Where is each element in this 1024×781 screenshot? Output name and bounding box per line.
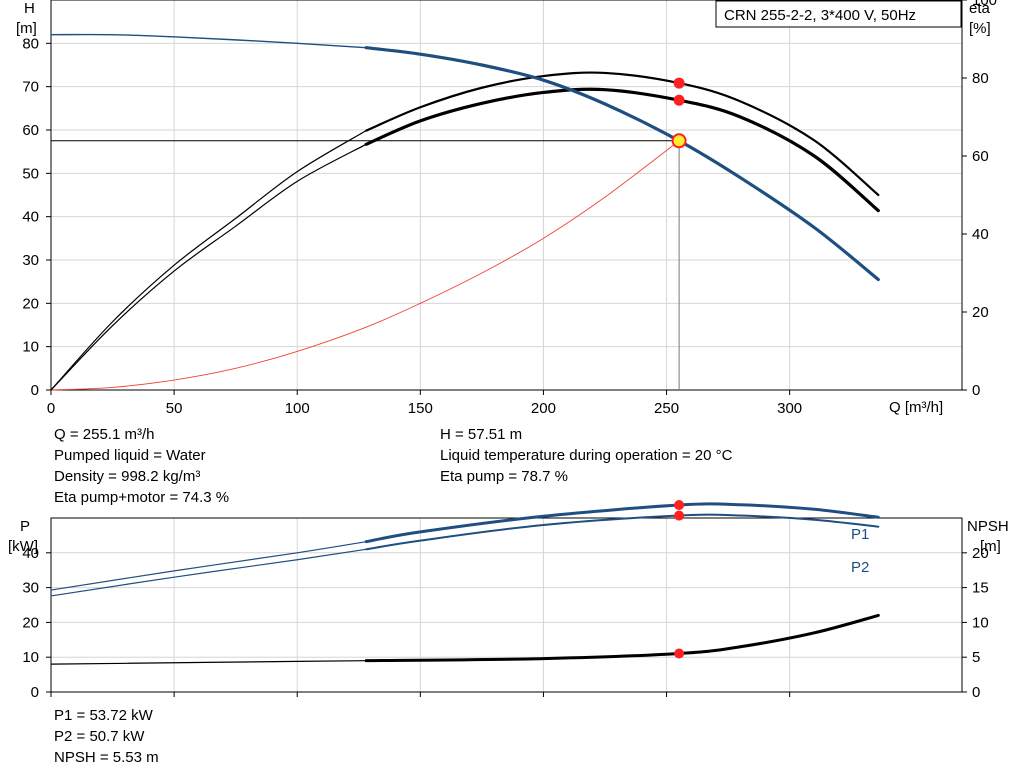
p1-operating-point: [674, 500, 685, 511]
x-tick-label: 0: [47, 400, 55, 417]
p1-curve: [364, 502, 880, 544]
p2-series-label: P2: [851, 559, 869, 576]
y-right-tick-label: 10: [972, 614, 989, 631]
y-right-tick-label: 20: [972, 545, 989, 562]
y-left-tick-label: 10: [22, 339, 39, 356]
info-density: Density = 998.2 kg/m³: [54, 468, 201, 485]
npsh-curve-extended: [50, 660, 367, 665]
y-left-tick-label: 0: [31, 684, 39, 701]
y-right-tick-label: 100: [972, 0, 997, 9]
system-curve-line: [50, 140, 680, 391]
p1-curve-extended: [50, 541, 367, 591]
y-left-tick-label: 60: [22, 122, 39, 139]
npsh-operating-point: [674, 648, 685, 659]
x-tick-label: 250: [654, 400, 679, 417]
info-flow: Q = 255.1 m³/h: [54, 426, 155, 443]
info-npsh: NPSH = 5.53 m: [54, 749, 159, 766]
info-eta-pump: Eta pump = 78.7 %: [440, 468, 568, 485]
y-left-tick-label: 10: [22, 649, 39, 666]
top-plot-frame: [50, 0, 963, 391]
y-left-tick-label: 0: [31, 382, 39, 399]
x-tick-label: 300: [777, 400, 802, 417]
y-right-axis-title-unit: [%]: [969, 20, 991, 37]
info-head: H = 57.51 m: [440, 426, 523, 443]
info-top-right: H = 57.51 m Liquid temperature during op…: [440, 424, 732, 487]
y-left-tick-label: 80: [22, 35, 39, 52]
y-left-tick-label: 30: [22, 252, 39, 269]
chart-title: CRN 255-2-2, 3*400 V, 50Hz: [724, 7, 916, 24]
p1-series-label: P1: [851, 526, 869, 543]
y-right-tick-label: 40: [972, 226, 989, 243]
y-left-axis-title-unit: [m]: [16, 20, 37, 37]
info-top-left: Q = 255.1 m³/h Pumped liquid = Water Den…: [54, 424, 229, 508]
info-p2: P2 = 50.7 kW: [54, 728, 145, 745]
p2-curve: [365, 513, 880, 551]
x-tick-label: 50: [166, 400, 183, 417]
y-left-tick-label: 50: [22, 165, 39, 182]
y-right-tick-label: 5: [972, 649, 980, 666]
y-left-tick-label: 70: [22, 79, 39, 96]
y-right-tick-label: 0: [972, 684, 980, 701]
y-left-tick-label: 40: [22, 545, 39, 562]
eta-pump-curve: [365, 71, 880, 197]
npsh-axis-title-unit: [m]: [980, 538, 1001, 555]
info-bottom: P1 = 53.72 kW P2 = 50.7 kW NPSH = 5.53 m: [54, 705, 159, 768]
head-operating-point: [671, 133, 687, 149]
y-left-tick-label: 40: [22, 209, 39, 226]
p-axis-title: P: [20, 518, 30, 535]
eta-pump-operating-point: [673, 77, 685, 89]
y-right-tick-label: 15: [972, 580, 989, 597]
x-tick-label: 200: [531, 400, 556, 417]
y-left-axis-title: H: [24, 0, 35, 17]
head-curve: [364, 46, 880, 282]
y-left-tick-label: 20: [22, 614, 39, 631]
info-liquid-temperature: Liquid temperature during operation = 20…: [440, 447, 733, 464]
y-right-tick-label: 60: [972, 148, 989, 165]
p2-curve-extended: [50, 548, 367, 597]
y-right-tick-label: 80: [972, 70, 989, 87]
eta-pump-curve-extended: [50, 130, 367, 391]
x-tick-label: 100: [285, 400, 310, 417]
info-eta-pump-motor: Eta pump+motor = 74.3 %: [54, 489, 230, 506]
npsh-axis-title: NPSH: [967, 518, 1009, 535]
y-right-axis-title: eta: [969, 0, 991, 17]
eta-pump-motor-curve-extended: [50, 143, 367, 391]
x-axis-title: Q [m³/h]: [889, 399, 943, 416]
eta-pump-motor-curve: [364, 87, 880, 213]
title-box: [715, 0, 962, 28]
p2-operating-point: [674, 510, 685, 521]
bottom-plot-frame: [50, 517, 963, 693]
y-left-tick-label: 20: [22, 295, 39, 312]
p-axis-title-unit: [kW]: [8, 538, 38, 555]
head-curve-extended: [50, 33, 367, 49]
y-right-tick-label: 20: [972, 304, 989, 321]
info-p1: P1 = 53.72 kW: [54, 707, 153, 724]
info-pumped-liquid: Pumped liquid = Water: [54, 447, 206, 464]
y-left-tick-label: 30: [22, 580, 39, 597]
y-right-tick-label: 0: [972, 382, 980, 399]
eta-pump-motor-operating-point: [673, 94, 685, 106]
x-tick-label: 150: [408, 400, 433, 417]
